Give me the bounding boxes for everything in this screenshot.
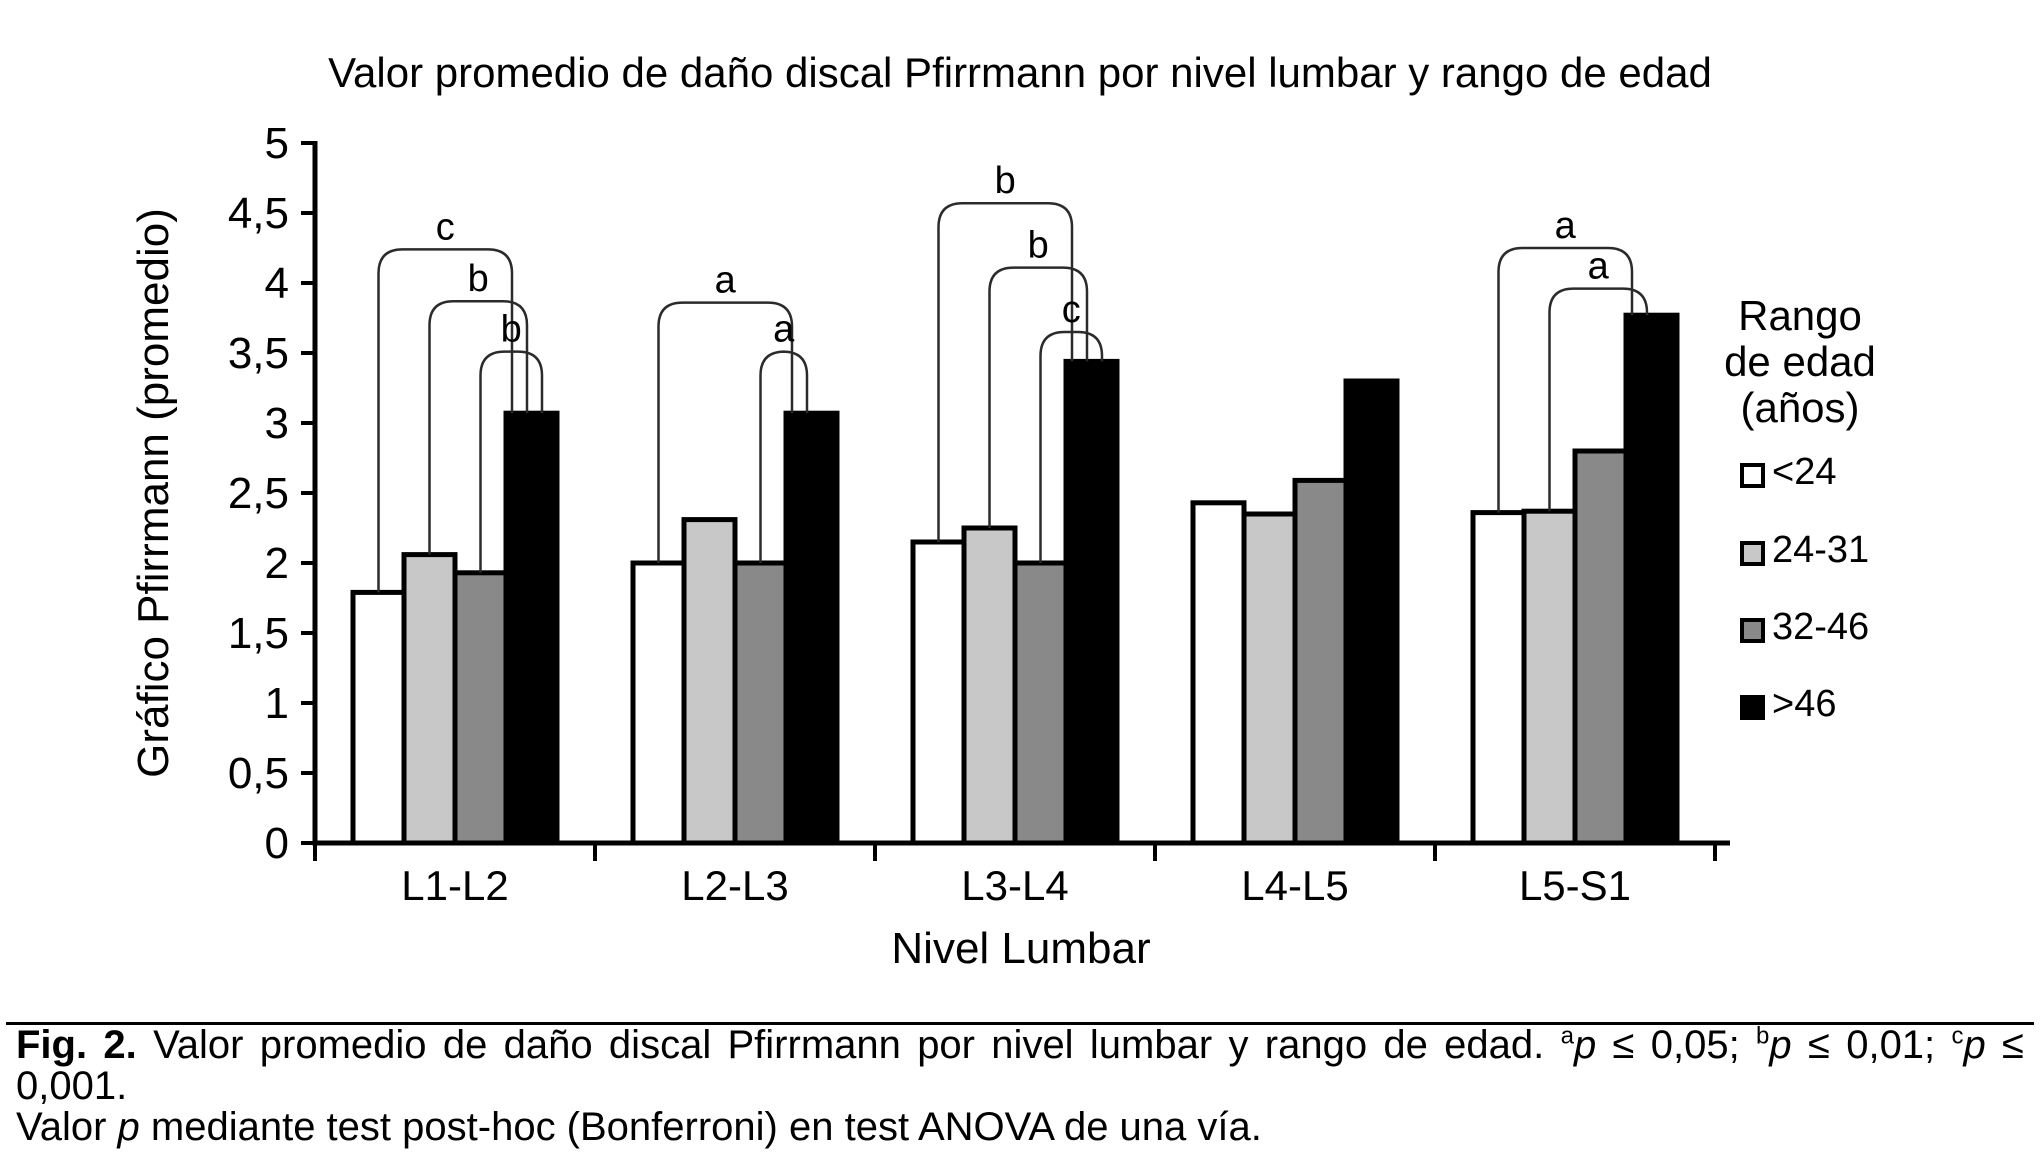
legend: Rango de edad (años) <24 24-31 32-46 >46 (1724, 292, 1876, 725)
legend-item: >46 (1740, 683, 1836, 725)
caption-text: mediante test post-hoc (Bonferroni) en t… (139, 1105, 1262, 1149)
bracket-label: a (715, 260, 737, 302)
bar (1623, 312, 1680, 846)
bracket-label: a (1588, 246, 1610, 288)
y-tick-label: 0 (265, 819, 289, 868)
legend-label: >46 (1772, 683, 1836, 725)
significance-bracket (759, 350, 809, 563)
bar (1063, 358, 1120, 846)
caption-superscript: c (1951, 1022, 1964, 1050)
caption-text: Fig. 2. (16, 1023, 137, 1067)
y-tick-label: 3,5 (228, 329, 289, 378)
y-tick-label: 3 (265, 399, 289, 448)
legend-title-line3: (años) (1740, 384, 1859, 431)
bar (783, 410, 840, 846)
category-label: L2-L3 (681, 862, 788, 909)
y-tick-label: 1,5 (228, 609, 289, 658)
y-tick-label: 2,5 (228, 469, 289, 518)
legend-label: <24 (1772, 451, 1836, 493)
caption-text: p (1963, 1023, 1986, 1067)
caption-text: Valor (16, 1105, 118, 1149)
significance-bracket (479, 350, 544, 573)
legend-title-line2: de edad (1724, 338, 1876, 385)
significance-bracket (937, 201, 1074, 542)
bar (1343, 378, 1400, 846)
category-label: L5-S1 (1519, 862, 1631, 909)
legend-label: 24-31 (1772, 529, 1869, 571)
bracket-label: a (1555, 205, 1577, 247)
significance-bracket (1497, 246, 1634, 513)
bar (401, 552, 458, 846)
significance-bracket (657, 301, 794, 563)
y-tick-label: 0,5 (228, 749, 289, 798)
bar (1572, 448, 1629, 846)
bar (1190, 500, 1247, 846)
legend-swatch (1740, 463, 1765, 488)
legend-label: 32-46 (1772, 606, 1869, 648)
y-tick-label: 1 (265, 679, 289, 728)
caption-text: ≤ 0,001. (16, 1023, 2024, 1108)
bracket-label: b (995, 160, 1016, 202)
bar (1470, 510, 1527, 846)
legend-item: <24 (1740, 451, 1836, 493)
significance-bracket (428, 299, 529, 555)
bracket-label: b (468, 258, 489, 300)
pfirrmann-bar-chart: Valor promedio de daño discal Pfirrmann … (129, 49, 1876, 973)
caption-text: p (1769, 1023, 1792, 1067)
y-tick-label: 2 (265, 539, 289, 588)
chart-title: Valor promedio de daño discal Pfirrmann … (328, 49, 1712, 96)
caption-divider (6, 1022, 2034, 1025)
significance-bracket (377, 248, 514, 593)
significance-bracket (988, 266, 1089, 528)
caption-superscript: b (1756, 1022, 1770, 1050)
caption-text: Valor promedio de daño discal Pfirrmann … (136, 1023, 1561, 1067)
category-label: L3-L4 (961, 862, 1068, 909)
y-tick-label: 4 (265, 259, 289, 308)
bar (503, 410, 560, 846)
bar (350, 589, 407, 846)
legend-item: 32-46 (1740, 606, 1869, 648)
x-axis-title: Nivel Lumbar (891, 924, 1150, 973)
y-tick-label: 4,5 (228, 189, 289, 238)
caption-superscript: a (1560, 1022, 1574, 1050)
caption-text: ≤ 0,05; (1596, 1023, 1757, 1067)
legend-swatch (1740, 695, 1765, 720)
bar (910, 539, 967, 846)
caption-line-1: Fig. 2. Valor promedio de daño discal Pf… (0, 1022, 2040, 1108)
bracket-label: b (501, 309, 522, 351)
bar (732, 560, 789, 846)
legend-swatch (1740, 618, 1765, 643)
bar (1012, 560, 1069, 846)
y-tick-label: 5 (265, 119, 289, 168)
caption-line-2: Valor p mediante test post-hoc (Bonferro… (0, 1107, 2040, 1148)
significance-bracket (1039, 330, 1104, 563)
y-axis-title: Gráfico Pfirrmann (promedio) (129, 208, 178, 778)
caption-text: p (1573, 1023, 1597, 1067)
bar (630, 560, 687, 846)
bar (452, 570, 509, 846)
bracket-label: c (436, 206, 455, 248)
bracket-label: c (1062, 289, 1081, 331)
significance-bracket (1548, 287, 1649, 512)
category-label: L4-L5 (1241, 862, 1348, 909)
bracket-label: b (1028, 225, 1049, 267)
bracket-label: a (773, 309, 795, 351)
bar (1241, 511, 1298, 846)
figure-caption: Fig. 2. Valor promedio de daño discal Pf… (0, 1022, 2040, 1148)
bar (681, 517, 738, 846)
legend-item: 24-31 (1740, 529, 1869, 571)
caption-text: ≤ 0,01; (1791, 1023, 1952, 1067)
bar (961, 525, 1018, 846)
legend-title-line1: Rango (1738, 292, 1862, 339)
category-label: L1-L2 (401, 862, 508, 909)
bar (1521, 508, 1578, 846)
caption-text: p (117, 1105, 140, 1149)
bar (1292, 477, 1349, 846)
legend-swatch (1740, 541, 1765, 566)
legend-items: <24 24-31 32-46 >46 (1740, 451, 1869, 725)
